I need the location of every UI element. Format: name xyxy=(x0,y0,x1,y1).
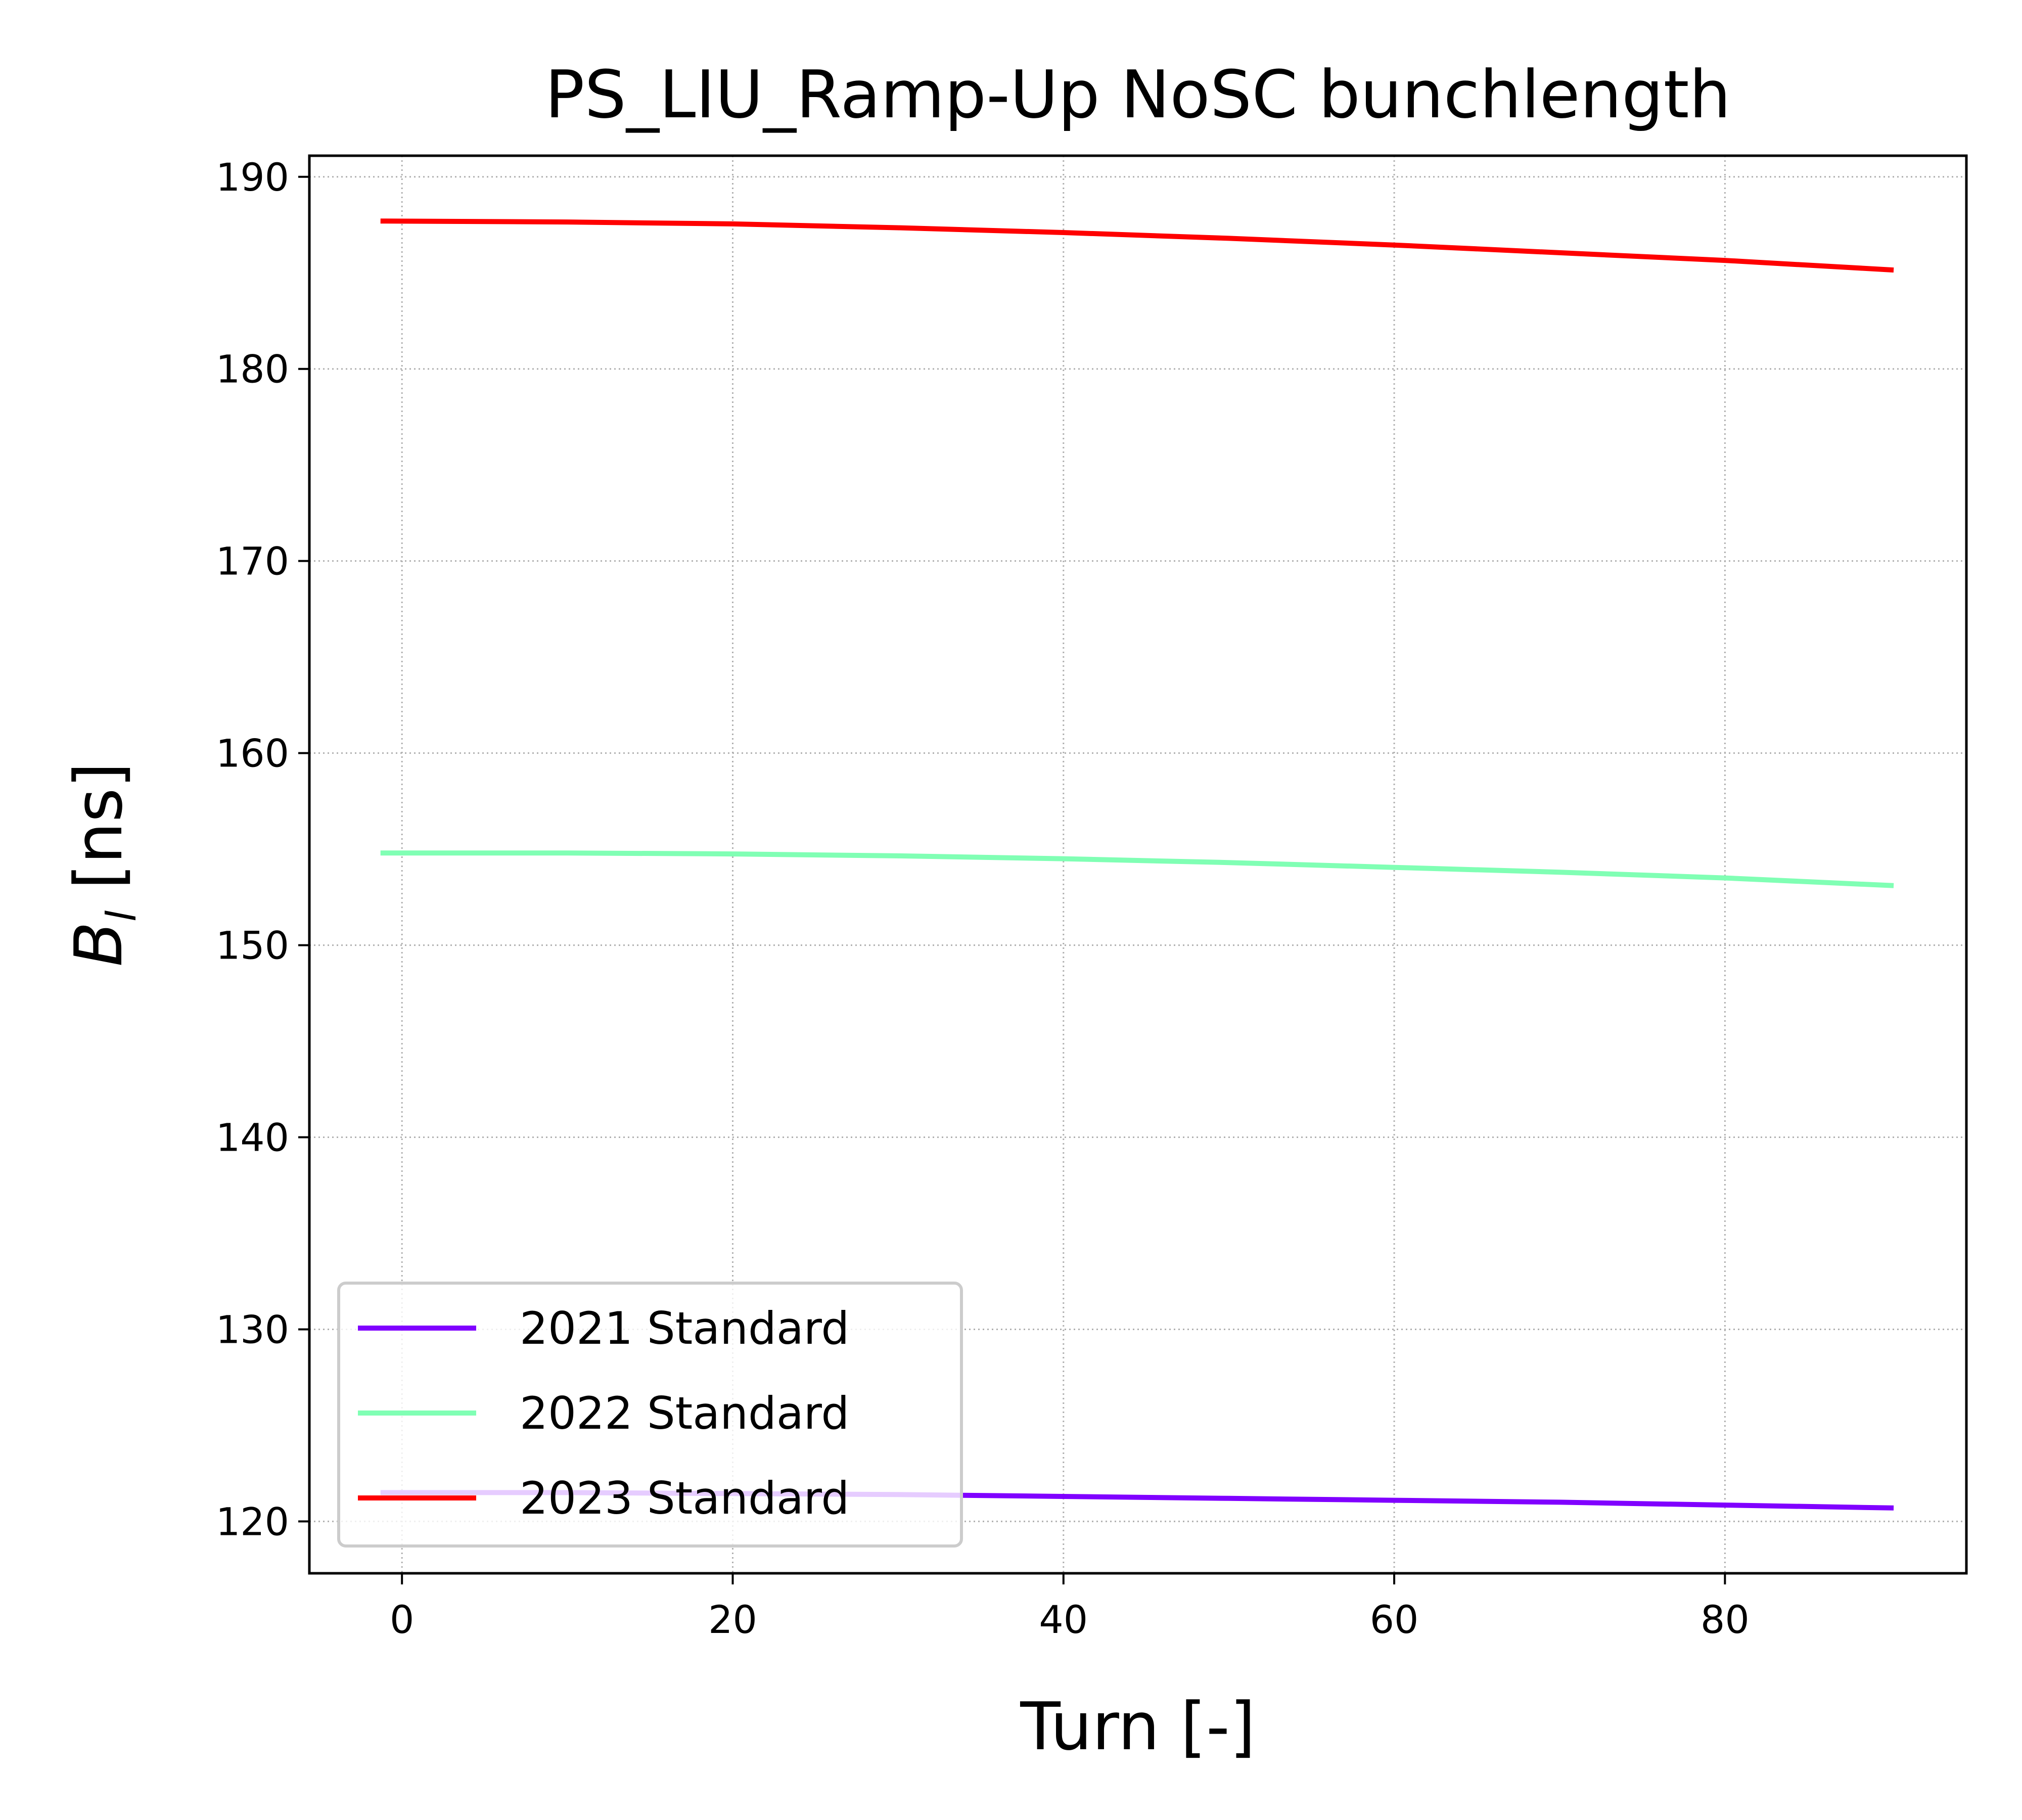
x-tick-label: 20 xyxy=(708,1597,757,1642)
legend-label: 2022 Standard xyxy=(520,1387,849,1439)
legend-label: 2021 Standard xyxy=(520,1302,849,1354)
y-axis-label-symbol: B xyxy=(60,922,137,967)
y-axis-label-unit: [ns] xyxy=(60,762,137,911)
y-tick-label: 160 xyxy=(216,731,289,776)
y-tick-label: 120 xyxy=(216,1499,289,1544)
series-line-3 xyxy=(380,218,1894,273)
axis-ticks: 0 20 40 60 80 120 130 140 150 160 170 180 190 xyxy=(216,155,1750,1642)
series-line-2 xyxy=(380,850,1894,888)
legend-label: 2023 Standard xyxy=(520,1472,849,1524)
legend: 2021 Standard 2022 Standard 2023 Standard xyxy=(337,1282,963,1548)
y-tick-label: 150 xyxy=(216,923,289,968)
y-tick-label: 170 xyxy=(216,539,289,584)
x-tick-label: 0 xyxy=(390,1597,414,1642)
x-tick-label: 40 xyxy=(1039,1597,1088,1642)
y-tick-label: 130 xyxy=(216,1307,289,1352)
y-tick-label: 190 xyxy=(216,155,289,200)
legend-box xyxy=(337,1282,963,1548)
grid-lines xyxy=(309,156,1966,1573)
y-tick-label: 180 xyxy=(216,347,289,392)
x-tick-label: 80 xyxy=(1701,1597,1750,1642)
y-axis-label-subscript: l xyxy=(98,911,145,922)
plot-frame xyxy=(308,154,1968,1575)
x-axis-label: Turn [-] xyxy=(1020,1688,1255,1765)
y-axis-label: Bl [ns] xyxy=(60,762,145,967)
chart-title: PS_LIU_Ramp-Up NoSC bunchlength xyxy=(545,56,1731,133)
y-tick-label: 140 xyxy=(216,1115,289,1160)
x-tick-label: 60 xyxy=(1370,1597,1419,1642)
